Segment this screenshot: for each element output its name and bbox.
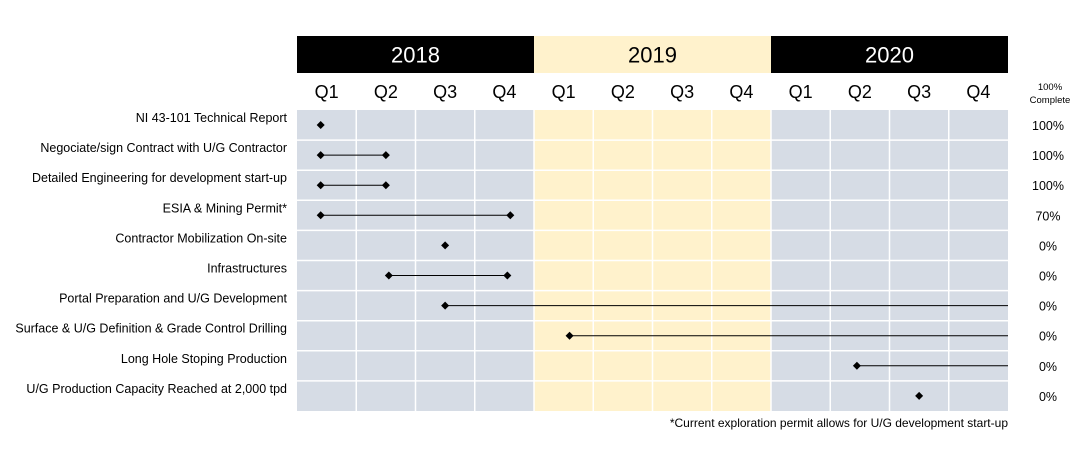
completion-header-line1: 100% <box>1038 82 1063 93</box>
task-label: ESIA & Mining Permit* <box>163 201 287 215</box>
task-bars <box>316 121 1008 400</box>
quarter-label: Q3 <box>670 82 694 102</box>
task-start-marker <box>852 361 861 370</box>
task-start-marker <box>384 271 393 280</box>
quarter-label: Q1 <box>315 82 339 102</box>
footnote: *Current exploration permit allows for U… <box>670 416 1008 430</box>
task-completion: 0% <box>1039 390 1057 404</box>
grid-lines <box>297 110 1008 411</box>
quarter-label: Q3 <box>433 82 457 102</box>
task-completion: 0% <box>1039 360 1057 374</box>
task-completion: 0% <box>1039 300 1057 314</box>
quarter-label: Q2 <box>374 82 398 102</box>
task-completion: 100% <box>1032 179 1064 193</box>
completion-column: 100% Complete 100% 100% 100% 70% 0% 0% 0% 0% 0% 0… <box>1030 82 1071 404</box>
task-label: Long Hole Stoping Production <box>121 352 287 366</box>
quarter-label: Q4 <box>966 82 990 102</box>
task-end-marker <box>503 271 512 280</box>
task-completion: 0% <box>1039 239 1057 253</box>
task-end-marker <box>381 181 390 190</box>
task-start-marker <box>915 391 924 400</box>
task-completion: 0% <box>1039 270 1057 284</box>
task-completion: 100% <box>1032 149 1064 163</box>
year-label-2018: 2018 <box>391 43 440 68</box>
quarter-label: Q4 <box>492 82 516 102</box>
year-header-2020 <box>771 36 1008 73</box>
task-end-marker <box>506 211 515 220</box>
task-label: U/G Production Capacity Reached at 2,000… <box>26 382 287 396</box>
task-completion: 100% <box>1032 119 1064 133</box>
year-label-2020: 2020 <box>865 43 914 68</box>
quarter-label: Q4 <box>729 82 753 102</box>
task-start-marker <box>316 181 325 190</box>
task-label: Contractor Mobilization On-site <box>115 231 287 245</box>
quarter-header-row: Q1 Q2 Q3 Q4 Q1 Q2 Q3 Q4 Q1 Q2 Q3 Q4 <box>315 82 991 102</box>
task-label: Portal Preparation and U/G Development <box>59 292 287 306</box>
task-label: Negociate/sign Contract with U/G Contrac… <box>40 141 287 155</box>
quarter-label: Q1 <box>552 82 576 102</box>
task-start-marker <box>316 121 325 129</box>
task-start-marker <box>565 331 574 340</box>
quarter-label: Q1 <box>789 82 813 102</box>
completion-header-line2: Complete <box>1030 95 1071 106</box>
quarter-label: Q3 <box>907 82 931 102</box>
task-start-marker <box>316 211 325 220</box>
quarter-label: Q2 <box>611 82 635 102</box>
task-end-marker <box>381 151 390 160</box>
year-label-2019: 2019 <box>628 43 677 68</box>
task-completion: 70% <box>1035 209 1060 223</box>
task-label: NI 43-101 Technical Report <box>136 111 288 125</box>
year-header-row: 2018 2019 2020 <box>297 36 1008 73</box>
quarter-label: Q2 <box>848 82 872 102</box>
task-completion: 0% <box>1039 330 1057 344</box>
year-header-2018 <box>297 36 534 73</box>
task-start-marker <box>441 241 450 250</box>
task-start-marker <box>441 301 450 310</box>
task-label-column: NI 43-101 Technical Report Negociate/sign… <box>15 111 287 396</box>
task-label: Detailed Engineering for development sta… <box>32 171 287 185</box>
task-start-marker <box>316 151 325 160</box>
task-label: Infrastructures <box>207 262 287 276</box>
task-label: Surface & U/G Definition & Grade Control… <box>15 322 287 336</box>
year-header-2019 <box>534 36 771 73</box>
